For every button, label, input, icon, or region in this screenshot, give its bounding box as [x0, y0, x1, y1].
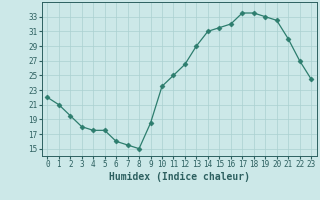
X-axis label: Humidex (Indice chaleur): Humidex (Indice chaleur) [109, 172, 250, 182]
